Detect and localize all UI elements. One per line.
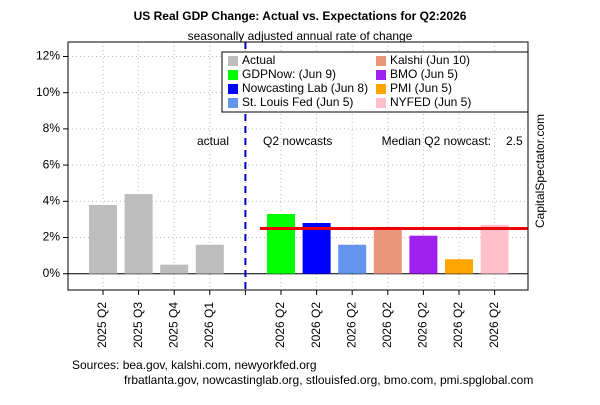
bar (267, 213, 295, 274)
legend-swatch (376, 56, 386, 66)
legend-label: PMI (Jun 5) (390, 81, 452, 95)
legend-label: Nowcasting Lab (Jun 8) (242, 81, 368, 95)
y-tick-label: 4% (43, 193, 61, 207)
bar (373, 228, 402, 274)
legend-swatch (228, 56, 238, 66)
legend-label: Kalshi (Jun 10) (390, 53, 470, 67)
plot-frame (67, 41, 529, 291)
bar (480, 224, 509, 274)
x-tick-label: 2025 Q3 (131, 302, 145, 348)
bar (124, 194, 153, 274)
bar (302, 223, 331, 274)
watermark: CapitalSpectator.com (533, 114, 547, 228)
legend-swatch (228, 70, 238, 80)
legend-box (221, 51, 529, 113)
legend-label: GDPNow: (Jun 9) (242, 67, 336, 81)
chart-subtitle: seasonally adjusted annual rate of chang… (188, 29, 413, 43)
legend-swatch (228, 84, 238, 94)
bar (89, 204, 117, 274)
x-tick-label: 2025 Q2 (95, 302, 109, 348)
x-tick-label: 2025 Q4 (166, 302, 180, 348)
annotation: actual (197, 134, 229, 148)
x-tick-label: 2026 Q2 (273, 302, 287, 348)
y-tick-label: 0% (43, 266, 61, 280)
legend-label: NYFED (Jun 5) (390, 95, 471, 109)
legend-swatch (228, 98, 238, 108)
x-tick-label: 2026 Q2 (416, 302, 430, 348)
legend-label: Actual (242, 53, 275, 67)
x-tick-label: 2026 Q1 (202, 302, 216, 348)
chart-title: US Real GDP Change: Actual vs. Expectati… (134, 9, 467, 23)
y-tick-label: 2% (43, 230, 61, 244)
y-tick-label: 8% (43, 121, 61, 135)
legend-swatch (376, 84, 386, 94)
bar (445, 259, 473, 274)
legend-swatch (376, 70, 386, 80)
source: frbatlanta.gov, nowcastinglab.org, stlou… (124, 373, 533, 387)
y-tick-label: 12% (36, 49, 60, 63)
legend-label: BMO (Jun 5) (390, 67, 458, 81)
y-tick-label: 6% (43, 157, 61, 171)
x-tick-label: 2026 Q2 (309, 302, 323, 348)
annotation: Q2 nowcasts (263, 134, 332, 148)
x-tick-label: 2026 Q2 (344, 302, 358, 348)
source: Sources: bea.gov, kalshi.com, newyorkfed… (72, 358, 317, 372)
y-tick-label: 10% (36, 85, 60, 99)
x-tick-label: 2026 Q2 (487, 302, 501, 348)
x-tick-label: 2026 Q2 (380, 302, 394, 348)
median-value: 2.5 (506, 134, 523, 148)
legend-label: St. Louis Fed (Jun 5) (242, 95, 353, 109)
bar (195, 244, 224, 274)
bar (409, 235, 438, 274)
legend-swatch (376, 98, 386, 108)
x-tick-label: 2026 Q2 (451, 302, 465, 348)
median-label: Median Q2 nowcast: (382, 134, 491, 148)
bar (338, 244, 367, 274)
bar (160, 264, 189, 274)
